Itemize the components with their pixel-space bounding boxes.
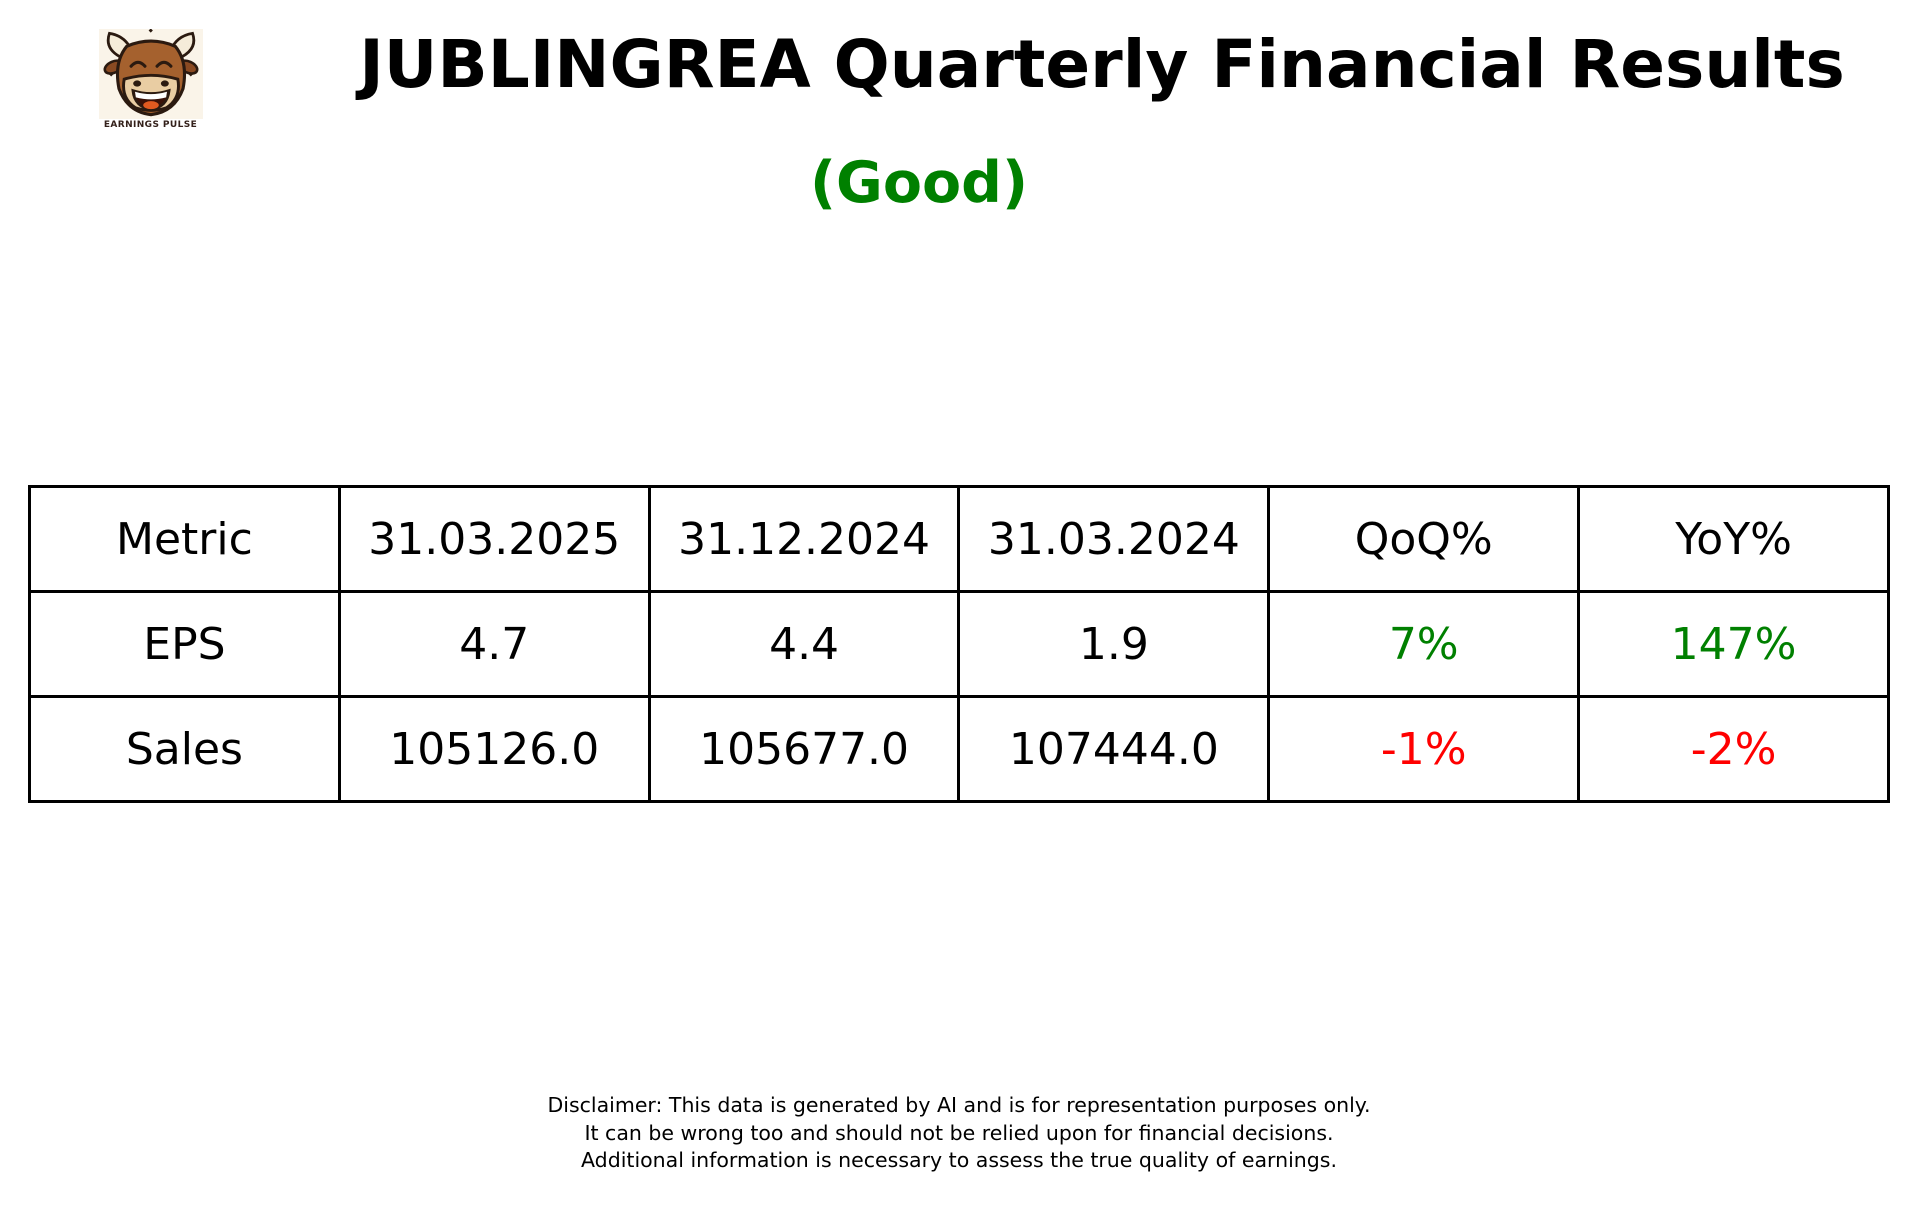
table-header-row: Metric 31.03.2025 31.12.2024 31.03.2024 … <box>28 485 1890 593</box>
disclaimer-text: Disclaimer: This data is generated by AI… <box>547 1092 1370 1175</box>
sales-yoy-change: -2% <box>1577 695 1890 803</box>
sales-value-latest: 105126.0 <box>337 695 651 803</box>
disclaimer-line-1: Disclaimer: This data is generated by AI… <box>547 1093 1371 1117</box>
eps-value-yearago: 1.9 <box>957 590 1271 698</box>
header-cell-yoy: YoY% <box>1577 485 1890 593</box>
results-table: Metric 31.03.2025 31.12.2024 31.03.2024 … <box>28 485 1890 803</box>
header-cell-q-latest: 31.03.2025 <box>337 485 651 593</box>
disclaimer-line-2: It can be wrong too and should not be re… <box>584 1120 1334 1145</box>
header-cell-q-prev: 31.12.2024 <box>647 485 961 593</box>
eps-value-latest: 4.7 <box>337 590 651 698</box>
verdict-badge: (Good) <box>809 150 1029 216</box>
brand-logo: EARNINGS PULSE <box>88 28 213 145</box>
header-cell-metric: Metric <box>28 485 341 593</box>
bull-logo-icon <box>98 29 203 119</box>
table-row-sales: Sales 105126.0 105677.0 107444.0 -1% -2% <box>28 695 1890 803</box>
header-cell-qoq: QoQ% <box>1267 485 1581 593</box>
table-row-eps: EPS 4.7 4.4 1.9 7% 147% <box>28 590 1890 698</box>
sales-value-yearago: 107444.0 <box>957 695 1271 803</box>
page-title: JUBLINGREA Quarterly Financial Results <box>359 26 1845 103</box>
sales-value-prev: 105677.0 <box>647 695 961 803</box>
eps-qoq-change: 7% <box>1267 590 1581 698</box>
eps-yoy-change: 147% <box>1577 590 1890 698</box>
header-cell-q-yearago: 31.03.2024 <box>957 485 1271 593</box>
disclaimer-line-3: Additional information is necessary to a… <box>581 1148 1337 1172</box>
sales-metric-cell: Sales <box>28 695 341 803</box>
eps-metric-cell: EPS <box>28 590 341 698</box>
sales-qoq-change: -1% <box>1267 695 1581 803</box>
brand-caption: EARNINGS PULSE <box>103 120 198 130</box>
eps-value-prev: 4.4 <box>647 590 961 698</box>
